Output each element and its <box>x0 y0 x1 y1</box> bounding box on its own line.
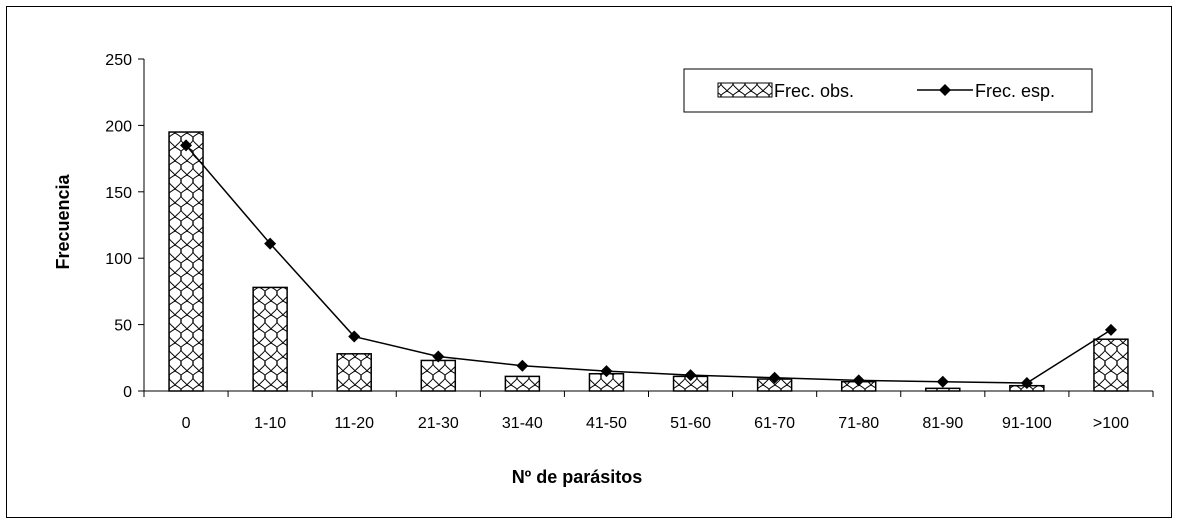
observed-bar <box>1093 338 1129 392</box>
x-tick-label: 91-100 <box>1002 415 1052 432</box>
legend: Frec. obs. Frec. esp. <box>683 68 1093 113</box>
x-tick-label: 21-30 <box>418 415 459 432</box>
x-tick-label: >100 <box>1093 415 1129 432</box>
expected-point <box>264 237 277 250</box>
x-tick-label: 11-20 <box>334 415 374 432</box>
y-tick-label: 100 <box>105 251 132 268</box>
expected-point <box>1104 323 1117 336</box>
observed-bar <box>420 359 457 392</box>
expected-point <box>516 359 529 372</box>
legend-label-expected: Frec. esp. <box>975 81 1055 101</box>
expected-point <box>936 375 949 388</box>
axes-layer <box>138 58 1154 397</box>
y-tick-label: 150 <box>105 185 132 202</box>
expected-point <box>852 374 865 387</box>
x-tick-label: 51-60 <box>670 415 711 432</box>
x-tick-label: 31-40 <box>502 415 543 432</box>
legend-label-observed: Frec. obs. <box>774 81 854 101</box>
observed-bar <box>252 286 288 392</box>
legend-marker-expected <box>939 84 951 96</box>
y-tick-label: 50 <box>114 318 132 335</box>
expected-point <box>1020 377 1033 390</box>
expected-line-layer <box>180 139 1117 390</box>
y-tick-label: 200 <box>105 118 132 135</box>
labels-layer: 0 50 100 150 200 250 0 1-10 11-20 21-30 31-40 41-50… <box>105 52 1129 432</box>
legend-swatch-observed <box>717 82 773 98</box>
x-tick-label: 61-70 <box>754 415 795 432</box>
observed-bar <box>168 131 204 392</box>
x-tick-label: 71-80 <box>838 415 879 432</box>
y-tick-label: 0 <box>123 384 132 401</box>
expected-point <box>348 330 361 343</box>
chart-svg: 0 50 100 150 200 250 0 1-10 11-20 21-30 31-40 41-50… <box>53 52 1154 487</box>
x-tick-label: 0 <box>182 415 191 432</box>
observed-bar <box>504 375 541 392</box>
expected-point <box>768 371 781 384</box>
expected-point <box>684 369 697 382</box>
y-axis-title: Frecuencia <box>53 173 73 269</box>
x-tick-label: 81-90 <box>922 415 963 432</box>
chart-frame: 0 50 100 150 200 250 0 1-10 11-20 21-30 31-40 41-50… <box>6 6 1172 518</box>
expected-point <box>432 350 445 363</box>
x-tick-label: 41-50 <box>586 415 627 432</box>
observed-bar <box>336 353 372 392</box>
bars-layer <box>168 131 1129 392</box>
expected-point <box>600 365 613 378</box>
y-tick-label: 250 <box>105 52 132 69</box>
expected-point <box>180 139 193 152</box>
x-tick-label: 1-10 <box>254 415 286 432</box>
expected-line <box>185 144 1112 384</box>
x-axis-title: Nº de parásitos <box>512 467 643 487</box>
